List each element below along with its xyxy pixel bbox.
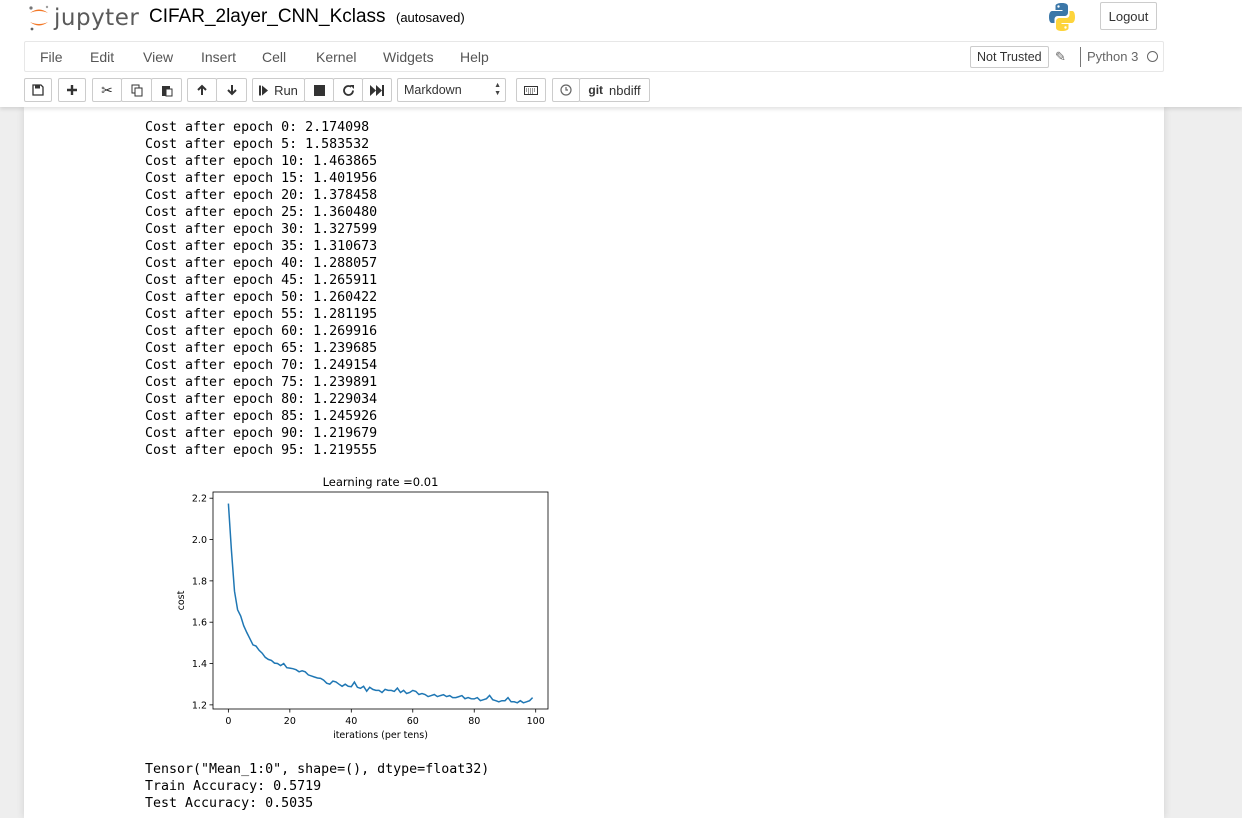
output-line: Cost after epoch 65: 1.239685 — [145, 341, 378, 356]
output-line: Cost after epoch 70: 1.249154 — [145, 358, 378, 373]
cell-output-cost-log: Cost after epoch 0: 2.174098 Cost after e… — [145, 119, 377, 459]
move-up-button[interactable] — [187, 78, 217, 102]
x-tick-label: 80 — [468, 716, 480, 727]
notebook-title[interactable]: CIFAR_2layer_CNN_Kclass — [149, 6, 386, 27]
menu-kernel[interactable]: Kernel — [316, 49, 357, 65]
jupyter-logo[interactable]: jupyter — [28, 3, 139, 33]
output-line: Cost after epoch 10: 1.463865 — [145, 154, 378, 169]
cell-output-accuracy: Tensor("Mean_1:0", shape=(), dtype=float… — [145, 761, 489, 812]
x-tick-label: 20 — [284, 716, 296, 727]
output-line: Cost after epoch 30: 1.327599 — [145, 222, 378, 237]
menu-insert[interactable]: Insert — [201, 49, 237, 65]
cost-chart: 0 20 40 60 80 100 1.2 1.4 1.6 1.8 2.0 2.2 Learning r… — [176, 475, 549, 741]
nbdiff-button[interactable]: git nbdiff — [579, 78, 650, 102]
x-tick-label: 60 — [407, 716, 419, 727]
run-icon — [259, 85, 269, 95]
x-tick-label: 100 — [527, 716, 545, 727]
notebook-container[interactable]: Cost after epoch 0: 2.174098 Cost after e… — [24, 107, 1164, 818]
x-axis-label: iterations (per tens) — [333, 730, 428, 741]
keyboard-icon — [524, 85, 538, 95]
notebook-header: jupyter CIFAR_2layer_CNN_Kclass (autosav… — [0, 0, 1242, 107]
output-line: Train Accuracy: 0.5719 — [145, 779, 322, 794]
jupyter-wordmark: jupyter — [54, 5, 140, 31]
command-palette-button[interactable] — [516, 78, 546, 102]
output-line: Cost after epoch 55: 1.281195 — [145, 307, 378, 322]
y-tick-label: 1.6 — [192, 618, 207, 629]
menu-cell[interactable]: Cell — [262, 49, 287, 65]
select-arrows-icon: ▲ ▼ — [494, 82, 501, 97]
trust-status-button[interactable]: Not Trusted — [970, 46, 1049, 68]
output-line: Cost after epoch 20: 1.378458 — [145, 188, 378, 203]
edit-pencil-icon[interactable]: ✎ — [1055, 49, 1066, 64]
history-button[interactable] — [552, 78, 580, 102]
menu-widgets[interactable]: Widgets — [383, 49, 434, 65]
move-down-button[interactable] — [216, 78, 247, 102]
save-button[interactable] — [24, 78, 52, 102]
insert-cell-button[interactable] — [58, 78, 86, 102]
restart-icon — [342, 84, 354, 96]
y-tick-label: 1.4 — [192, 659, 207, 670]
save-icon — [32, 84, 44, 96]
paste-button[interactable] — [151, 78, 182, 102]
menu-file[interactable]: File — [40, 49, 63, 65]
python-logo-icon — [1049, 3, 1075, 31]
fast-forward-icon — [370, 84, 384, 96]
paste-icon — [161, 85, 172, 96]
output-line: Tensor("Mean_1:0", shape=(), dtype=float… — [145, 762, 490, 777]
series-line — [227, 503, 534, 704]
menubar: File Edit View Insert Cell Kernel Widget… — [24, 41, 1164, 72]
output-line: Cost after epoch 85: 1.245926 — [145, 409, 378, 424]
output-line: Cost after epoch 80: 1.229034 — [145, 392, 378, 407]
nbdiff-label: nbdiff — [609, 82, 641, 98]
output-line: Cost after epoch 5: 1.583532 — [145, 137, 370, 152]
autosave-status: (autosaved) — [396, 10, 465, 25]
kernel-idle-indicator-icon — [1147, 51, 1158, 62]
output-line: Cost after epoch 95: 1.219555 — [145, 443, 378, 458]
restart-kernel-button[interactable] — [333, 78, 363, 102]
output-line: Cost after epoch 40: 1.288057 — [145, 256, 378, 271]
x-tick-label: 0 — [225, 716, 231, 727]
y-tick-label: 1.8 — [192, 576, 207, 587]
arrow-down-icon — [226, 85, 237, 96]
output-line: Cost after epoch 50: 1.260422 — [145, 290, 378, 305]
plot-frame — [212, 491, 549, 710]
cut-button[interactable]: ✂ — [92, 78, 122, 102]
menu-help[interactable]: Help — [460, 49, 489, 65]
clock-icon — [560, 84, 572, 96]
kernel-name: Python 3 — [1087, 49, 1139, 64]
menu-view[interactable]: View — [143, 49, 174, 65]
output-line: Cost after epoch 25: 1.360480 — [145, 205, 378, 220]
y-tick-label: 2.0 — [192, 535, 207, 546]
menu-edit[interactable]: Edit — [90, 49, 115, 65]
jupyter-logo-icon — [29, 5, 49, 31]
copy-button[interactable] — [121, 78, 152, 102]
output-line: Cost after epoch 60: 1.269916 — [145, 324, 378, 339]
stop-icon — [313, 84, 325, 96]
output-line: Cost after epoch 90: 1.219679 — [145, 426, 378, 441]
arrow-up-icon — [197, 84, 207, 95]
git-icon: git — [588, 83, 604, 97]
y-tick-label: 1.2 — [192, 700, 207, 711]
output-line: Cost after epoch 75: 1.239891 — [145, 375, 378, 390]
kernel-divider — [1080, 47, 1081, 67]
output-line: Cost after epoch 45: 1.265911 — [145, 273, 378, 288]
cell-type-select[interactable]: Markdown ▲ ▼ — [397, 78, 506, 102]
restart-run-all-button[interactable] — [362, 78, 392, 102]
y-tick-label: 2.2 — [192, 494, 207, 505]
output-line: Cost after epoch 0: 2.174098 — [145, 120, 370, 135]
interrupt-button[interactable] — [304, 78, 334, 102]
logout-button[interactable]: Logout — [1100, 2, 1157, 30]
chart-title: Learning rate =0.01 — [323, 475, 439, 489]
run-button[interactable]: Run — [252, 78, 305, 102]
run-label: Run — [274, 82, 298, 98]
output-line: Cost after epoch 15: 1.401956 — [145, 171, 378, 186]
x-tick-label: 40 — [345, 716, 357, 727]
cell-type-value: Markdown — [404, 83, 462, 97]
y-axis-label: cost — [176, 590, 187, 610]
output-line: Test Accuracy: 0.5035 — [145, 796, 314, 811]
cut-icon: ✂ — [101, 81, 113, 98]
plus-icon — [67, 85, 77, 95]
copy-icon — [131, 84, 142, 96]
output-line: Cost after epoch 35: 1.310673 — [145, 239, 378, 254]
